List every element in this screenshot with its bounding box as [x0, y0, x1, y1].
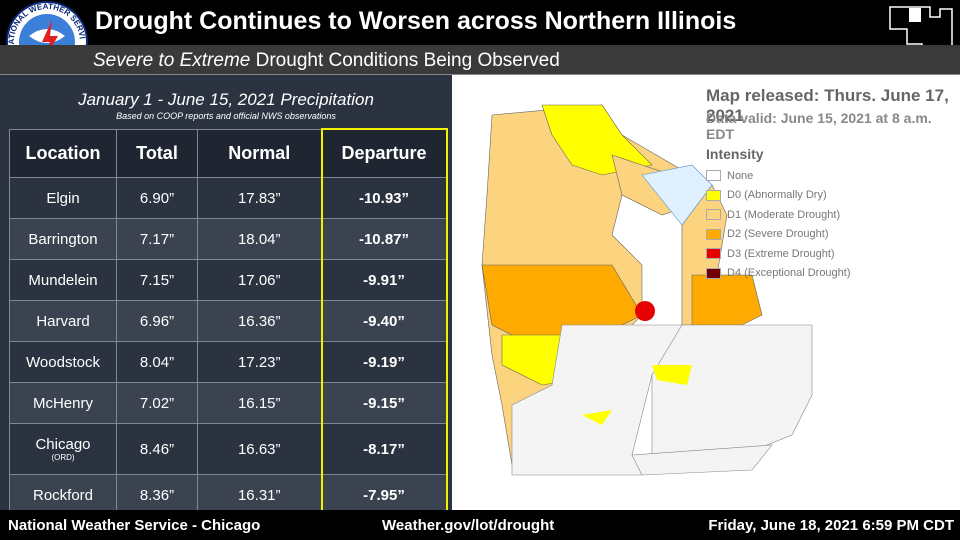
table-subtitle: Based on COOP reports and official NWS o…: [116, 111, 336, 121]
table-row: Chicago (ORD) 8.46” 16.63” -8.17”: [9, 423, 448, 475]
table-row: Harvard 6.96” 16.36” -9.40”: [9, 300, 448, 342]
subtitle-part: Severe: [93, 50, 154, 71]
location-cell: Rockford: [9, 474, 117, 517]
location-note: (ORD): [51, 453, 75, 462]
legend-item: D4 (Exceptional Drought): [706, 264, 851, 284]
legend-item: D3 (Extreme Drought): [706, 244, 851, 264]
legend-label: D3 (Extreme Drought): [727, 247, 835, 260]
departure: -9.91”: [320, 259, 448, 301]
departure: -7.95”: [320, 474, 448, 517]
departure: -8.17”: [320, 423, 448, 475]
location-cell: Chicago (ORD): [9, 423, 117, 475]
location-cell: McHenry: [9, 382, 117, 424]
normal: 17.06”: [197, 259, 322, 301]
total: 8.46”: [116, 423, 198, 475]
location: Elgin: [46, 189, 80, 207]
legend-title: Intensity: [706, 146, 764, 162]
footer-center: Weather.gov/lot/drought: [382, 517, 555, 534]
legend-item: None: [706, 166, 851, 186]
departure: -9.19”: [320, 341, 448, 383]
normal: 18.04”: [197, 218, 322, 260]
table-row: Rockford 8.36” 16.31” -7.95”: [9, 474, 448, 517]
table-row: Mundelein 7.15” 17.06” -9.91”: [9, 259, 448, 301]
map-released: Map released: Thurs. June 17, 2021: [706, 86, 949, 125]
legend: None D0 (Abnormally Dry) D1 (Moderate Drou…: [706, 166, 851, 283]
location: Mundelein: [28, 271, 98, 289]
drought-map: [481, 104, 813, 476]
departure: -10.93”: [320, 177, 448, 219]
normal: 17.23”: [197, 341, 322, 383]
location: Harvard: [36, 312, 90, 330]
normal: 17.83”: [197, 177, 322, 219]
table-row: Elgin 6.90” 17.83” -10.93”: [9, 177, 448, 219]
legend-label: D2 (Severe Drought): [727, 228, 829, 241]
location: Woodstock: [26, 353, 100, 371]
header-row: Location Total Normal Departure: [9, 128, 448, 178]
subtitle-part: Drought Conditions Being Observed: [250, 50, 560, 71]
subtitle-part: Extreme: [179, 50, 251, 71]
total: 6.96”: [116, 300, 198, 342]
table-row: Barrington 7.17” 18.04” -10.87”: [9, 218, 448, 260]
legend-item: D2 (Severe Drought): [706, 225, 851, 245]
departure: -9.40”: [320, 300, 448, 342]
subtitle: Severe to Extreme Drought Conditions Bei…: [93, 50, 560, 72]
legend-swatch: [706, 189, 721, 201]
legend-swatch: [706, 267, 721, 279]
legend-swatch: [706, 248, 721, 260]
table-title: January 1 - June 15, 2021 Precipitation: [78, 90, 374, 109]
location-cell: Mundelein: [9, 259, 117, 301]
legend-swatch: [706, 209, 721, 221]
total: 7.02”: [116, 382, 198, 424]
subtitle-part: to: [153, 50, 180, 71]
footer-right: Friday, June 18, 2021 6:59 PM CDT: [708, 517, 954, 534]
location: Barrington: [28, 230, 98, 248]
table-row: Woodstock 8.04” 17.23” -9.19”: [9, 341, 448, 383]
location-cell: Barrington: [9, 218, 117, 260]
legend-label: D0 (Abnormally Dry): [727, 189, 827, 202]
column-header: Departure: [320, 128, 448, 178]
title-bar: [0, 0, 960, 45]
total: 7.17”: [116, 218, 198, 260]
total: 8.04”: [116, 341, 198, 383]
legend-item: D1 (Moderate Drought): [706, 205, 851, 225]
legend-label: None: [727, 169, 754, 182]
departure: -9.15”: [320, 382, 448, 424]
normal: 16.36”: [197, 300, 322, 342]
location-cell: Harvard: [9, 300, 117, 342]
legend-label: D4 (Exceptional Drought): [727, 267, 851, 280]
location-cell: Woodstock: [9, 341, 117, 383]
column-header: Total: [116, 128, 198, 178]
normal: 16.15”: [197, 382, 322, 424]
title: Drought Continues to Worsen across North…: [95, 7, 737, 35]
column-header: Location: [9, 128, 117, 178]
legend-item: D0 (Abnormally Dry): [706, 186, 851, 206]
legend-swatch: [706, 170, 721, 182]
total: 8.36”: [116, 474, 198, 517]
location: Chicago: [35, 436, 91, 453]
departure: -10.87”: [320, 218, 448, 260]
total: 7.15”: [116, 259, 198, 301]
subtitle-bar: [0, 45, 960, 75]
location: Rockford: [32, 486, 94, 504]
footer: National Weather Service - Chicago Weath…: [0, 510, 960, 540]
column-header: Normal: [197, 128, 322, 178]
total: 6.90”: [116, 177, 198, 219]
map-valid: Data valid: June 15, 2021 at 8 a.m. EDT: [706, 110, 932, 142]
normal: 16.63”: [197, 423, 322, 475]
legend-label: D1 (Moderate Drought): [727, 208, 841, 221]
table-row: McHenry 7.02” 16.15” -9.15”: [9, 382, 448, 424]
normal: 16.31”: [197, 474, 322, 517]
footer-left: National Weather Service - Chicago: [8, 517, 261, 534]
precip-table: Location Total Normal Departure Elgin 6.90” 17…: [9, 128, 448, 517]
location: McHenry: [32, 394, 93, 412]
legend-swatch: [706, 228, 721, 240]
location-cell: Elgin: [9, 177, 117, 219]
